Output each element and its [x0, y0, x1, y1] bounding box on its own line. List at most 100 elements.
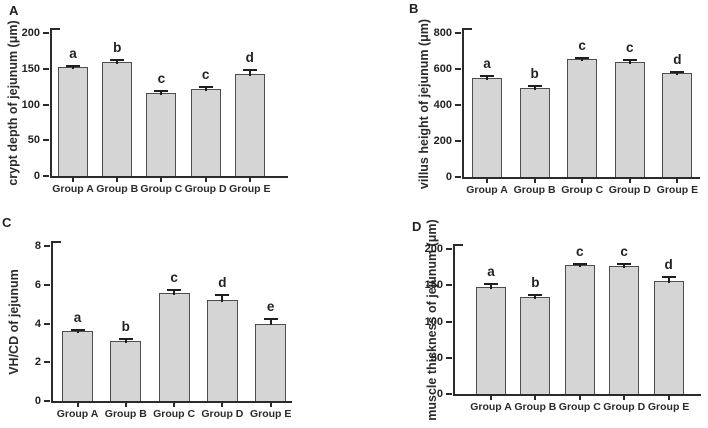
- x-tick: [676, 179, 679, 183]
- sig-letter: c: [201, 67, 210, 83]
- sig-letter: c: [578, 37, 586, 53]
- x-tick: [667, 396, 670, 400]
- y-tick-label: 0: [436, 388, 443, 400]
- y-tick-label: 6: [34, 278, 41, 291]
- x-axis-line: [453, 394, 701, 396]
- bar: [564, 264, 595, 394]
- sig-letter: d: [245, 50, 254, 66]
- y-tick: [455, 32, 461, 34]
- bar: [158, 293, 190, 401]
- y-tick-label: 800: [433, 27, 452, 39]
- y-axis-line: [453, 244, 455, 396]
- y-tick: [446, 320, 452, 323]
- y-tick-label: 0: [33, 170, 40, 182]
- error-bar-cap: [118, 338, 133, 341]
- bar: [234, 73, 265, 176]
- y-tick: [44, 400, 50, 402]
- bar: [255, 323, 287, 401]
- y-axis-line: [462, 28, 464, 179]
- error-bar-line: [204, 87, 207, 92]
- error-bar-line: [490, 283, 492, 290]
- x-category-label: Group C: [561, 184, 604, 196]
- error-bar-cap: [215, 294, 230, 297]
- y-tick: [44, 361, 50, 364]
- y-axis-line: [51, 241, 53, 403]
- error-bar-cap: [154, 89, 169, 92]
- x-category-label: Group A: [466, 184, 508, 196]
- y-tick-label: 200: [424, 243, 443, 255]
- x-tick: [72, 178, 74, 182]
- y-tick: [44, 283, 50, 286]
- x-tick: [116, 178, 119, 182]
- error-bar-line: [72, 65, 74, 70]
- error-bar-cap: [70, 328, 85, 331]
- y-tick: [43, 67, 49, 70]
- y-tick-label: 200: [21, 27, 40, 39]
- error-bar-line: [667, 276, 670, 283]
- error-bar-cap: [110, 59, 125, 62]
- x-axis-line: [51, 401, 292, 403]
- panel-letter-d: D: [412, 219, 422, 234]
- error-bar-line: [581, 57, 584, 62]
- bar: [190, 89, 221, 176]
- y-tick-label: 150: [424, 279, 443, 292]
- error-bar-cap: [242, 69, 257, 72]
- y-tick: [43, 139, 49, 142]
- error-bar-cap: [66, 64, 80, 67]
- x-category-label: Group B: [513, 184, 556, 196]
- y-tick-label: 0: [445, 171, 452, 183]
- sig-letter: d: [664, 256, 673, 272]
- bar: [110, 340, 142, 401]
- sig-letter: b: [121, 319, 130, 335]
- x-tick: [490, 396, 492, 400]
- error-bar-line: [676, 71, 679, 76]
- error-bar-line: [534, 295, 537, 299]
- error-bar-line: [221, 295, 224, 303]
- sig-letter: d: [673, 51, 682, 67]
- x-category-label: Group B: [96, 183, 139, 195]
- y-tick-label: 2: [34, 356, 41, 369]
- error-bar-cap: [263, 318, 278, 321]
- sig-letter: b: [113, 40, 122, 56]
- bar: [519, 87, 550, 177]
- x-tick: [160, 178, 163, 182]
- y-axis-top-nub: [51, 241, 61, 243]
- sig-letter: c: [620, 244, 628, 260]
- x-tick: [248, 178, 251, 182]
- y-tick-label: 600: [433, 63, 452, 75]
- x-tick: [204, 178, 207, 182]
- x-tick: [173, 403, 176, 407]
- error-bar-line: [248, 70, 251, 76]
- bar: [58, 67, 88, 176]
- x-category-label: Group C: [558, 401, 601, 413]
- bar: [567, 59, 598, 177]
- error-bar-cap: [572, 262, 587, 265]
- bar: [206, 300, 238, 401]
- x-tick: [581, 179, 584, 183]
- x-category-label: Group E: [656, 184, 699, 196]
- y-tick: [446, 284, 452, 287]
- error-bar-line: [124, 339, 127, 343]
- y-tick-label: 4: [34, 317, 41, 330]
- x-tick: [534, 396, 537, 400]
- y-axis-top-nub: [50, 28, 60, 30]
- y-axis-top-nub: [462, 28, 472, 30]
- bar: [102, 61, 133, 176]
- panel-letter-a: A: [9, 3, 19, 18]
- y-tick: [446, 248, 452, 250]
- panel-letter-c: C: [2, 215, 12, 230]
- error-bar-cap: [484, 282, 498, 285]
- y-tick-label: 400: [433, 99, 452, 111]
- y-tick-label: 50: [27, 134, 40, 147]
- sig-letter: d: [218, 275, 227, 291]
- bar: [472, 78, 502, 177]
- x-category-label: Group B: [514, 401, 557, 413]
- error-bar-line: [623, 264, 626, 268]
- x-category-label: Group C: [153, 408, 196, 420]
- error-bar-cap: [575, 56, 590, 59]
- sig-letter: b: [530, 66, 539, 82]
- error-bar-line: [116, 60, 119, 64]
- error-bar-line: [76, 329, 79, 334]
- error-bar-line: [173, 289, 176, 296]
